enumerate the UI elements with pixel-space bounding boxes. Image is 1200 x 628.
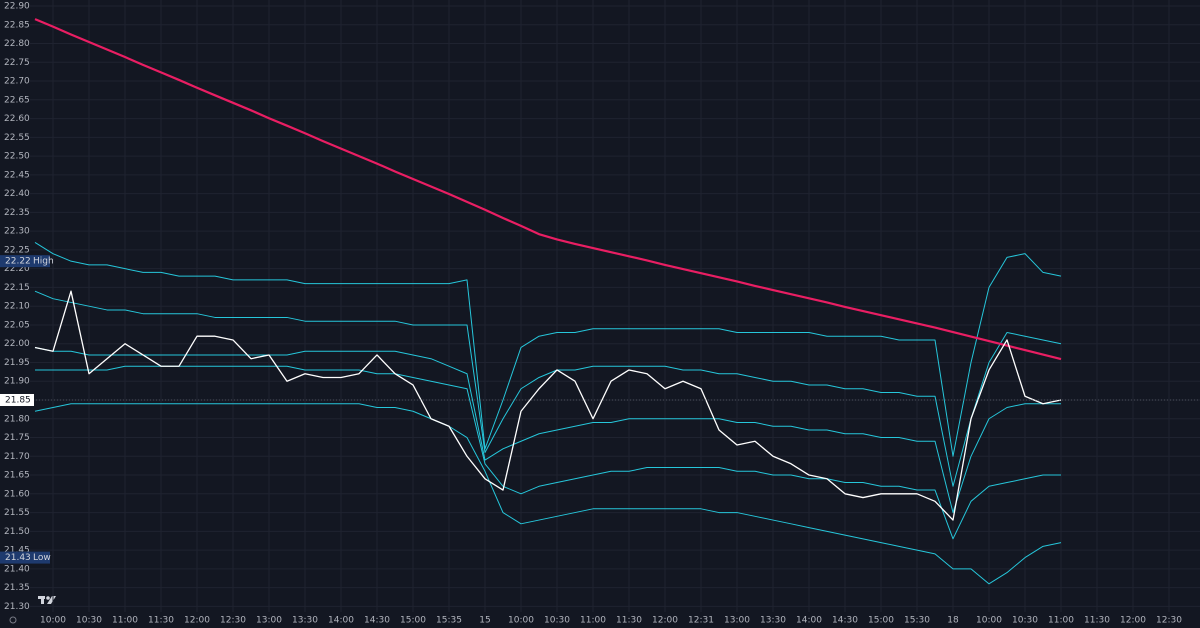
x-tick-label: 10:00: [40, 616, 66, 626]
x-tick-label: 12:00: [1120, 616, 1146, 626]
y-tick-label: 21.50: [4, 527, 30, 537]
x-tick-label: 11:00: [1048, 616, 1074, 626]
series-line: [34, 18, 1062, 361]
y-tick-label: 21.60: [4, 489, 30, 499]
y-tick-label: 22.75: [4, 58, 30, 68]
x-tick-label: 11:30: [148, 616, 174, 626]
axis-labels: 22.90 22.85 22.80 22.75 22.70 22.65 22.60 22.55…: [4, 2, 1182, 626]
marker-text: Low: [33, 553, 51, 563]
x-tick-label: 14:30: [364, 616, 390, 626]
y-tick-label: 21.70: [4, 452, 30, 462]
y-tick-label: 22.65: [4, 95, 30, 105]
x-tick-label: 11:30: [1084, 616, 1110, 626]
y-tick-label: 22.10: [4, 302, 30, 312]
y-tick-label: 22.50: [4, 152, 30, 162]
last-price-badge: [0, 393, 34, 406]
x-tick-label: 15: [479, 616, 490, 626]
x-tick-label: 15:30: [904, 616, 930, 626]
settings-icon[interactable]: [9, 616, 17, 624]
x-tick-label: 11:30: [616, 616, 642, 626]
x-tick-label: 18: [947, 616, 959, 626]
x-tick-label: 15:35: [436, 616, 462, 626]
y-tick-label: 22.80: [4, 39, 30, 49]
y-tick-label: 21.30: [4, 602, 30, 612]
x-tick-label: 13:30: [760, 616, 786, 626]
series-line: [34, 290, 1062, 521]
x-tick-label: 12:30: [1156, 616, 1182, 626]
y-tick-label: 22.45: [4, 170, 30, 180]
y-tick-label: 22.70: [4, 77, 30, 87]
x-tick-label: 10:30: [1012, 616, 1038, 626]
y-tick-label: 22.00: [4, 339, 30, 349]
x-tick-label: 12:31: [688, 616, 714, 626]
marker-text: High: [33, 257, 54, 267]
y-tick-label: 22.30: [4, 227, 30, 237]
last-price-label: 21.85: [5, 395, 31, 405]
y-tick-label: 21.65: [4, 471, 30, 481]
y-tick-label: 21.35: [4, 583, 30, 593]
series-line: [34, 346, 1061, 514]
y-tick-label: 21.90: [4, 377, 30, 387]
x-tick-label: 14:00: [328, 616, 354, 626]
y-tick-label: 22.85: [4, 20, 30, 30]
y-tick-label: 22.55: [4, 133, 30, 143]
x-tick-label: 11:00: [112, 616, 138, 626]
y-tick-label: 22.15: [4, 283, 30, 293]
series-line: [34, 241, 1062, 457]
x-tick-label: 13:00: [256, 616, 282, 626]
y-tick-label: 21.40: [4, 564, 30, 574]
marker-value: 21.43: [5, 553, 31, 563]
x-tick-label: 13:30: [292, 616, 318, 626]
y-tick-label: 22.35: [4, 208, 30, 218]
x-tick-label: 14:30: [832, 616, 858, 626]
x-tick-label: 10:30: [544, 616, 570, 626]
x-tick-label: 15:00: [400, 616, 426, 626]
x-tick-label: 12:30: [220, 616, 246, 626]
y-tick-label: 22.40: [4, 189, 30, 199]
y-tick-label: 21.80: [4, 414, 30, 424]
marker-badge: [0, 551, 50, 564]
marker-value: 22.22: [5, 257, 31, 267]
logo: [38, 596, 56, 604]
series-line: [35, 365, 1061, 540]
y-tick-label: 22.20: [4, 264, 30, 274]
y-tick-label: 22.60: [4, 114, 30, 124]
marker-badge: [0, 255, 50, 268]
y-tick-label: 22.25: [4, 245, 30, 255]
series-line: [34, 290, 1062, 487]
x-tick-label: 14:00: [796, 616, 822, 626]
y-tick-label: 22.05: [4, 320, 30, 330]
grid: [30, 0, 1200, 612]
x-tick-label: 12:00: [184, 616, 210, 626]
y-tick-label: 21.55: [4, 508, 30, 518]
y-tick-label: 21.45: [4, 546, 30, 556]
x-tick-label: 10:00: [508, 616, 534, 626]
x-tick-label: 11:00: [580, 616, 606, 626]
x-tick-label: 10:30: [76, 616, 102, 626]
x-tick-label: 12:00: [652, 616, 678, 626]
y-tick-label: 21.95: [4, 358, 30, 368]
x-tick-label: 10:00: [976, 616, 1002, 626]
y-tick-label: 21.75: [4, 433, 30, 443]
y-tick-label: 22.90: [4, 2, 30, 12]
series-line: [34, 403, 1062, 585]
x-tick-label: 15:00: [868, 616, 894, 626]
x-tick-label: 13:00: [724, 616, 750, 626]
